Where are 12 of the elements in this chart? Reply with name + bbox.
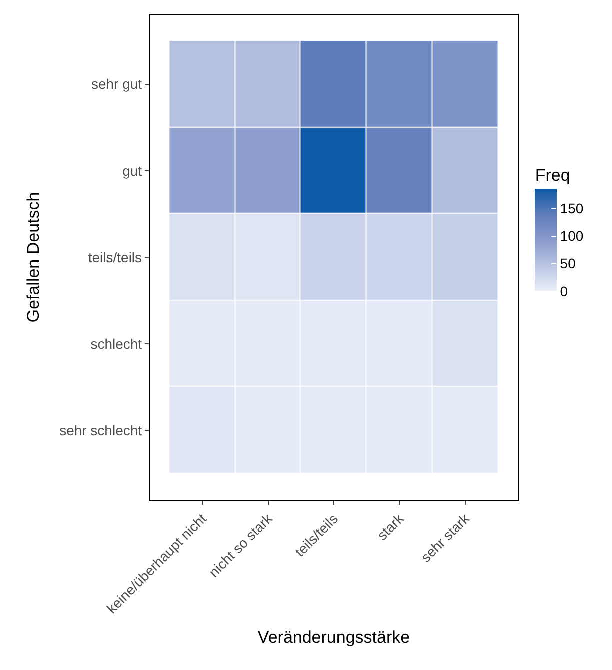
y-tick-label: teils/teils [88, 249, 142, 266]
color-bar-label: 100 [560, 228, 584, 244]
y-tick-label: sehr schlecht [60, 422, 142, 439]
color-bar-label: 150 [560, 200, 584, 217]
y-tick-label: gut [122, 162, 142, 179]
color-bar-label: 0 [560, 283, 568, 300]
y-tick-label: sehr gut [91, 76, 142, 92]
x-axis-title: Veränderungsstärke [258, 628, 410, 648]
y-tick-label: schlecht [90, 336, 142, 352]
color-bar-label: 50 [560, 256, 576, 272]
y-axis-title: Gefallen Deutsch [24, 192, 44, 323]
color-bar-title: Freq [535, 166, 570, 186]
